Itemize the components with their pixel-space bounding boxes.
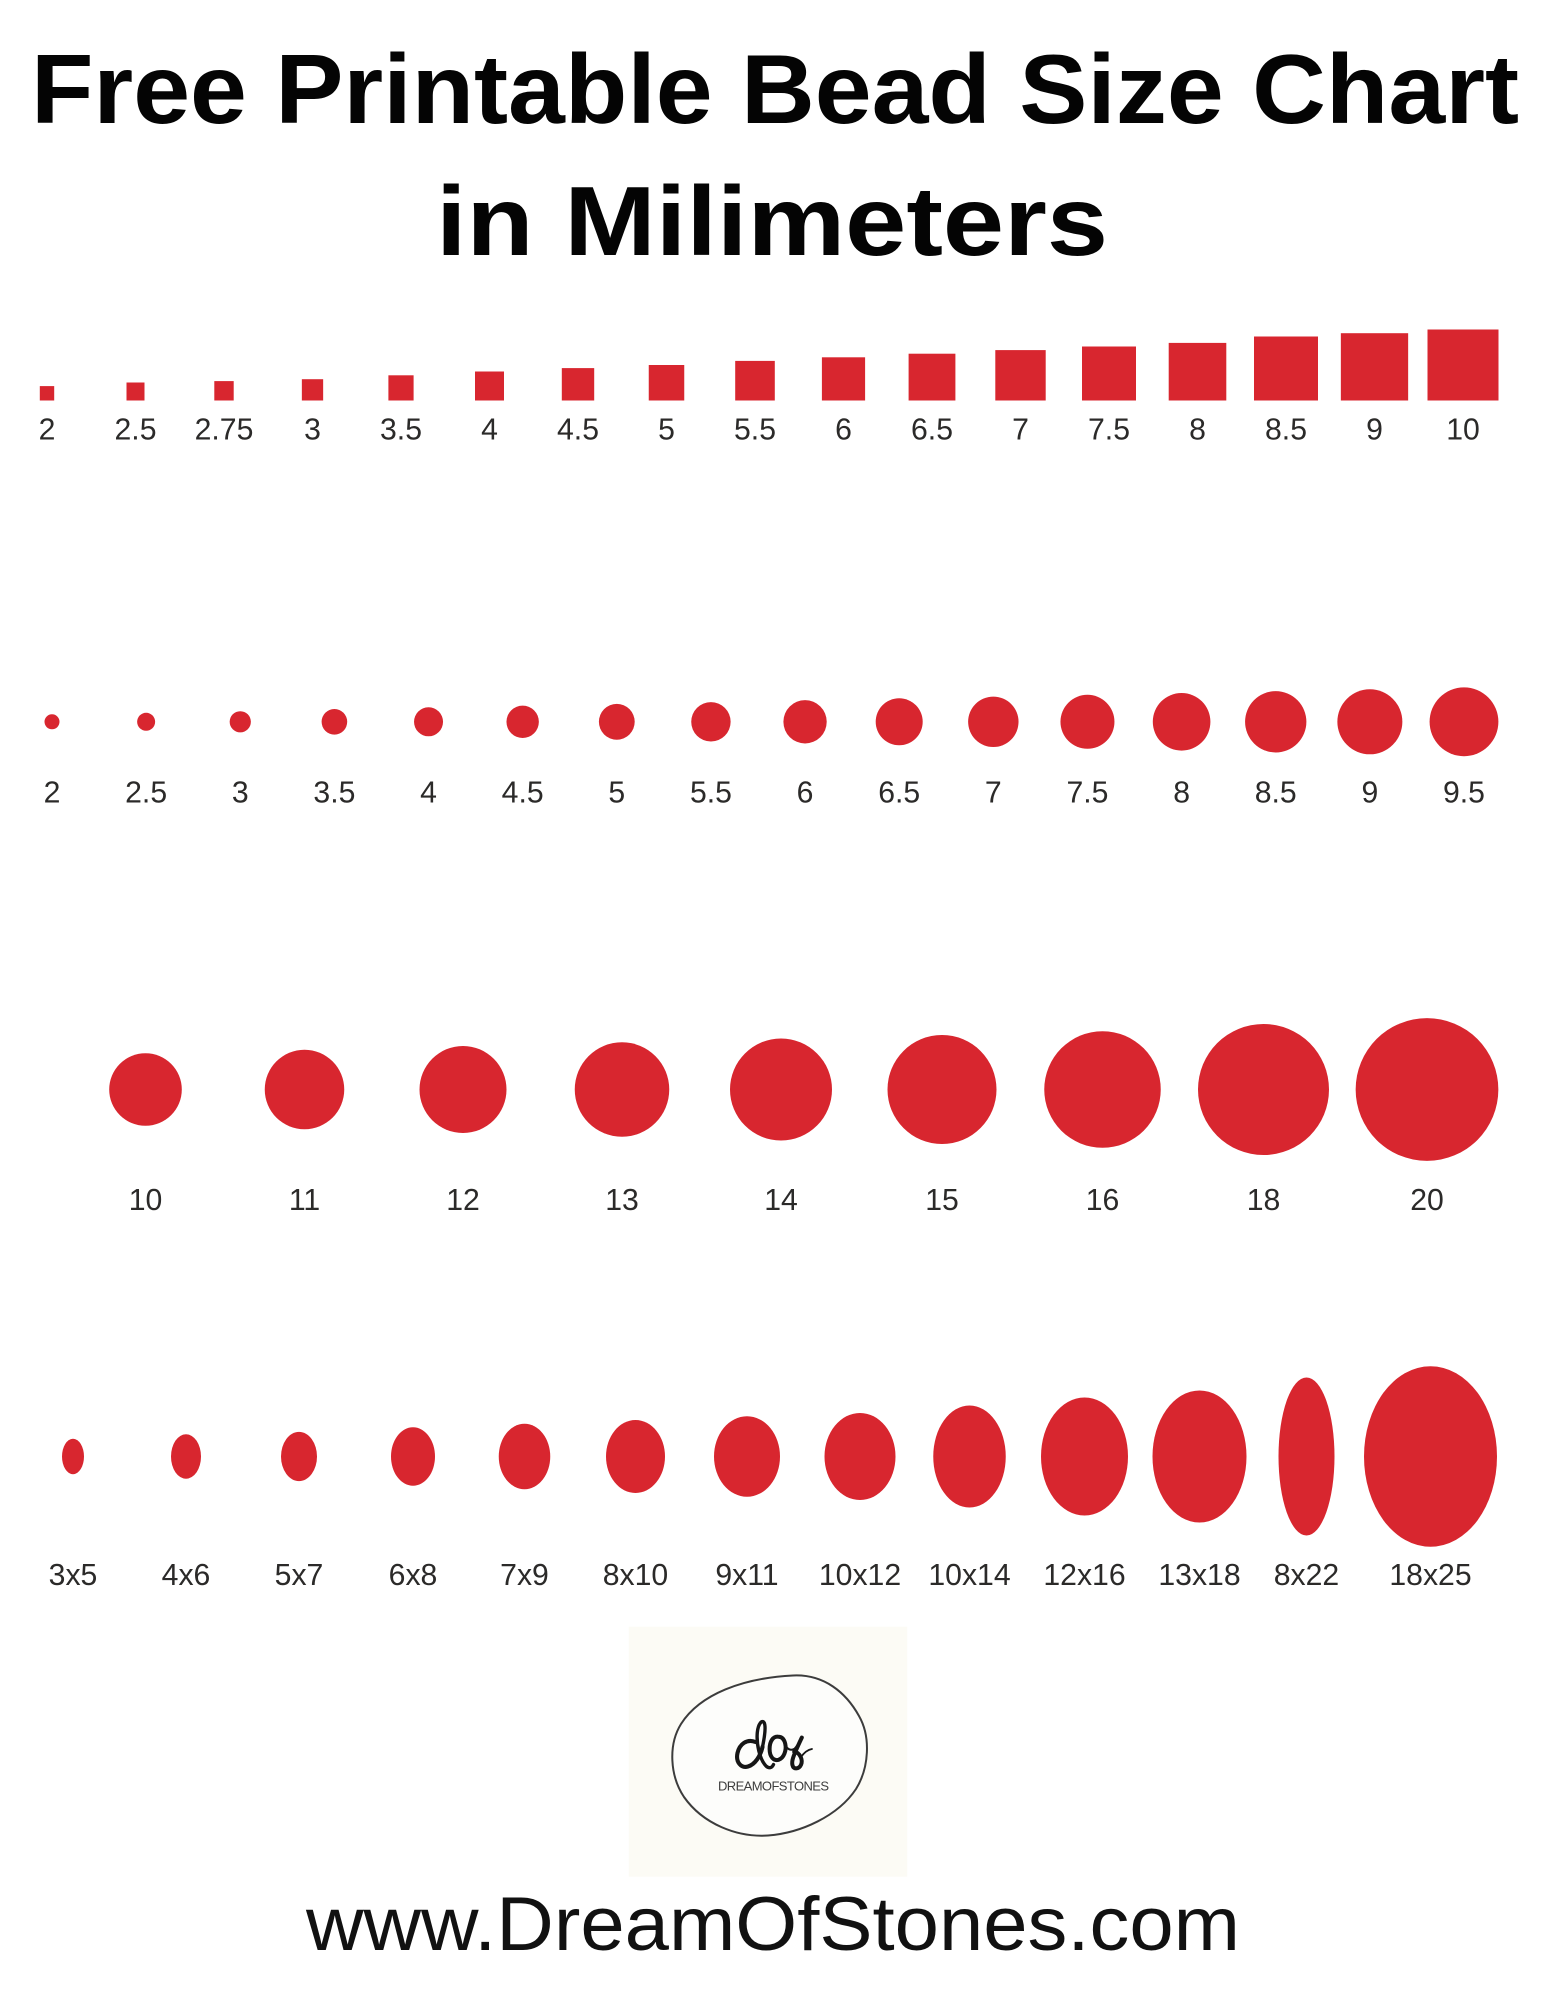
svg-text:6.5: 6.5 <box>911 414 953 447</box>
svg-text:7.5: 7.5 <box>1088 414 1130 447</box>
svg-text:18: 18 <box>1247 1184 1281 1217</box>
svg-text:7: 7 <box>1012 414 1029 447</box>
svg-text:5.5: 5.5 <box>690 777 732 810</box>
svg-text:11: 11 <box>289 1184 320 1217</box>
svg-text:8x22: 8x22 <box>1274 1559 1339 1592</box>
svg-text:2: 2 <box>44 777 61 810</box>
svg-text:DREAMOFSTONES: DREAMOFSTONES <box>718 1779 829 1794</box>
svg-text:6: 6 <box>835 414 852 447</box>
svg-text:12: 12 <box>446 1184 480 1217</box>
svg-text:12x16: 12x16 <box>1043 1559 1125 1592</box>
svg-text:10: 10 <box>1446 414 1480 447</box>
svg-text:4: 4 <box>481 414 498 447</box>
svg-text:9: 9 <box>1361 777 1378 810</box>
svg-text:2: 2 <box>39 414 56 447</box>
svg-text:Free Printable Bead Size Chart: Free Printable Bead Size Chart <box>31 34 1519 144</box>
svg-text:16: 16 <box>1086 1184 1120 1217</box>
svg-text:9x11: 9x11 <box>715 1559 778 1592</box>
svg-text:in Milimeters: in Milimeters <box>436 166 1108 276</box>
svg-text:3x5: 3x5 <box>49 1559 98 1592</box>
svg-text:4.5: 4.5 <box>557 414 599 447</box>
svg-text:6.5: 6.5 <box>878 777 920 810</box>
svg-text:3: 3 <box>304 414 321 447</box>
svg-text:8: 8 <box>1189 414 1206 447</box>
svg-text:13: 13 <box>605 1184 639 1217</box>
svg-text:5: 5 <box>608 777 625 810</box>
svg-text:5: 5 <box>658 414 675 447</box>
svg-text:3.5: 3.5 <box>313 777 355 810</box>
svg-text:8.5: 8.5 <box>1265 414 1307 447</box>
svg-text:2.5: 2.5 <box>115 414 157 447</box>
svg-text:3.5: 3.5 <box>380 414 422 447</box>
svg-text:7x9: 7x9 <box>500 1559 549 1592</box>
svg-text:8x10: 8x10 <box>603 1559 668 1592</box>
svg-text:20: 20 <box>1410 1184 1444 1217</box>
svg-text:5x7: 5x7 <box>275 1559 324 1592</box>
svg-text:www.DreamOfStones.com: www.DreamOfStones.com <box>305 1882 1240 1967</box>
svg-text:10x12: 10x12 <box>819 1559 901 1592</box>
svg-text:7.5: 7.5 <box>1066 777 1108 810</box>
svg-text:10x14: 10x14 <box>928 1559 1010 1592</box>
svg-text:7: 7 <box>985 777 1002 810</box>
svg-text:9.5: 9.5 <box>1443 777 1485 810</box>
svg-text:15: 15 <box>925 1184 959 1217</box>
svg-text:4: 4 <box>420 777 437 810</box>
svg-text:13x18: 13x18 <box>1158 1559 1240 1592</box>
svg-text:6: 6 <box>797 777 814 810</box>
svg-text:18x25: 18x25 <box>1389 1559 1471 1592</box>
svg-text:6x8: 6x8 <box>389 1559 438 1592</box>
svg-text:8: 8 <box>1173 777 1190 810</box>
svg-text:14: 14 <box>764 1184 798 1217</box>
svg-text:8.5: 8.5 <box>1255 777 1297 810</box>
svg-text:4x6: 4x6 <box>162 1559 211 1592</box>
svg-text:2.75: 2.75 <box>195 414 254 447</box>
svg-text:5.5: 5.5 <box>734 414 776 447</box>
svg-text:2.5: 2.5 <box>125 777 167 810</box>
svg-text:4.5: 4.5 <box>502 777 544 810</box>
svg-text:10: 10 <box>129 1184 163 1217</box>
svg-text:3: 3 <box>232 777 249 810</box>
svg-text:9: 9 <box>1366 414 1383 447</box>
